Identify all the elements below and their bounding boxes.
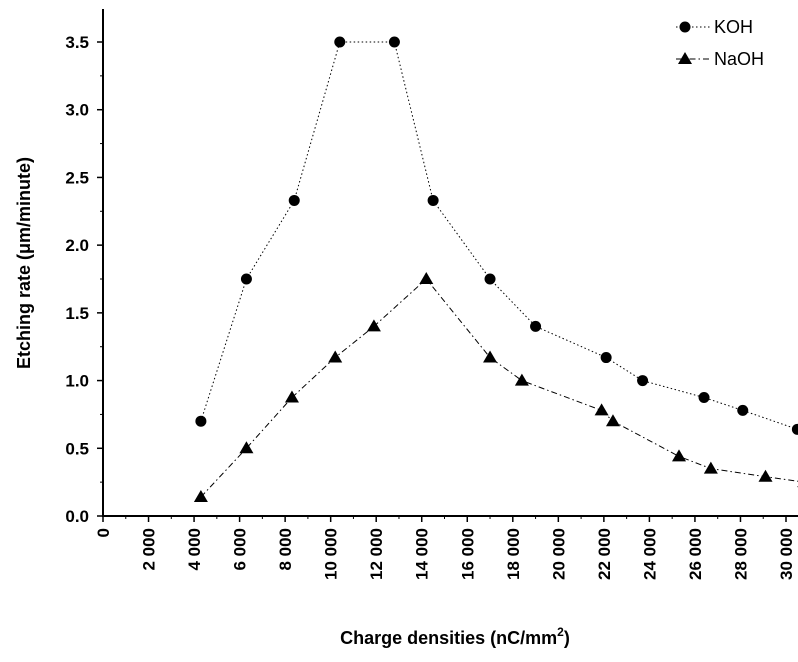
x-tick-label: 12 000 <box>367 528 386 580</box>
x-tick-label: 4 000 <box>185 528 204 571</box>
y-tick-label: 0.0 <box>65 507 89 526</box>
y-axis-title: Etching rate (μm/minute) <box>14 157 34 369</box>
data-point-naoh <box>594 403 609 416</box>
x-tick-label: 30 000 <box>777 528 796 580</box>
y-tick-label: 3.5 <box>65 33 89 52</box>
x-tick-label: 28 000 <box>731 528 750 580</box>
series-line-koh <box>200 41 798 430</box>
x-tick-label: 14 000 <box>413 528 432 580</box>
legend: KOH NaOH <box>676 17 764 69</box>
y-tick-label: 0.5 <box>65 439 89 458</box>
legend-label-koh: KOH <box>714 17 753 37</box>
data-point-koh <box>388 36 400 48</box>
data-point-naoh <box>366 319 381 332</box>
x-tick-label: 22 000 <box>595 528 614 580</box>
data-point-naoh <box>284 390 299 403</box>
data-point-naoh <box>328 350 343 363</box>
x-tick-label: 8 000 <box>276 528 295 571</box>
legend-label-naoh: NaOH <box>714 49 764 69</box>
data-point-koh <box>791 423 798 435</box>
y-tick-label: 2.5 <box>65 168 89 187</box>
data-point-koh <box>737 404 749 416</box>
data-point-naoh <box>671 449 686 462</box>
x-axis-title: Charge densities (nC/mm2) <box>340 625 570 648</box>
x-axis-ticks: 0 2 000 4 000 6 000 8 000 10 000 12 000 14 000 1… <box>94 516 796 580</box>
data-point-koh <box>288 194 300 206</box>
x-axis-title-close: ) <box>564 628 570 648</box>
x-tick-label: 10 000 <box>322 528 341 580</box>
data-point-koh <box>637 375 649 387</box>
y-tick-label: 2.0 <box>65 236 89 255</box>
y-tick-label: 1.0 <box>65 372 89 391</box>
data-point-naoh <box>419 272 434 284</box>
y-tick-label: 3.0 <box>65 101 89 120</box>
data-point-naoh <box>239 441 254 454</box>
plot-area <box>193 36 798 503</box>
data-point-naoh <box>605 414 620 427</box>
data-point-naoh <box>483 350 498 363</box>
x-tick-label: 26 000 <box>686 528 705 580</box>
data-point-naoh <box>703 461 718 474</box>
data-point-koh <box>427 194 439 206</box>
data-point-koh <box>698 392 710 403</box>
legend-marker-koh <box>679 21 691 33</box>
x-tick-label: 16 000 <box>458 528 477 580</box>
y-axis-ticks: 0.0 0.5 1.0 1.5 2.0 2.5 3.0 3.5 <box>65 33 103 526</box>
series-markers-naoh <box>193 272 798 503</box>
data-point-koh <box>530 320 542 332</box>
y-tick-label: 1.5 <box>65 304 89 323</box>
data-point-koh <box>600 352 612 364</box>
x-axis-title-main: Charge densities (nC/mm <box>340 628 557 648</box>
series-markers-koh <box>195 36 798 435</box>
data-point-koh <box>334 36 346 48</box>
x-tick-label: 24 000 <box>640 528 659 580</box>
data-point-naoh <box>758 469 773 482</box>
x-tick-label: 0 <box>94 528 113 537</box>
x-tick-label: 20 000 <box>549 528 568 580</box>
legend-marker-naoh <box>678 52 692 64</box>
x-tick-label: 6 000 <box>231 528 250 571</box>
data-point-koh <box>484 273 496 285</box>
x-axis-title-superscript: 2 <box>557 625 564 639</box>
data-point-naoh <box>193 490 208 503</box>
x-tick-label: 18 000 <box>504 528 523 580</box>
series-line-naoh <box>200 278 798 498</box>
data-point-naoh <box>514 373 529 386</box>
data-point-koh <box>195 415 207 427</box>
data-point-koh <box>240 273 252 285</box>
x-tick-label: 2 000 <box>140 528 159 571</box>
